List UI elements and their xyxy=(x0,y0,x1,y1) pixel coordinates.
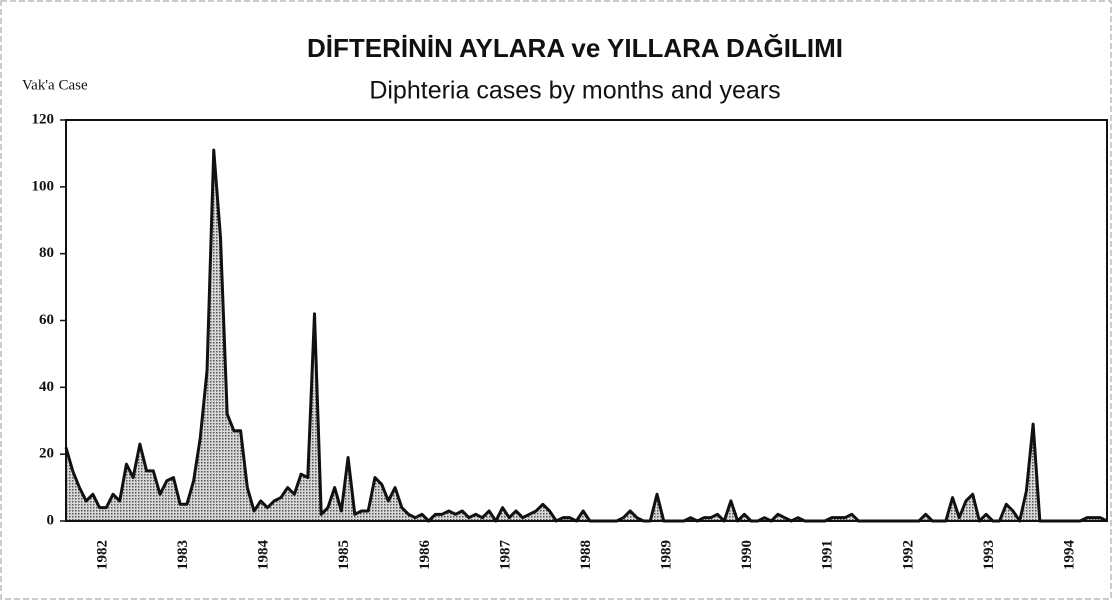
x-tick-label: 1985 xyxy=(336,540,352,570)
y-tick-label: 80 xyxy=(39,245,54,261)
y-tick-label: 120 xyxy=(32,111,55,127)
x-tick-label: 1987 xyxy=(497,540,513,571)
x-tick-label: 1982 xyxy=(94,540,110,570)
y-tick-label: 60 xyxy=(39,312,54,328)
y-tick-label: 100 xyxy=(32,178,55,194)
y-tick-label: 20 xyxy=(39,446,54,462)
x-tick-label: 1994 xyxy=(1061,540,1077,571)
chart-title: DİFTERİNİN AYLARA ve YILLARA DAĞILIMI xyxy=(307,33,843,63)
plot-border xyxy=(65,119,1108,522)
area xyxy=(66,150,1107,521)
x-tick-label: 1991 xyxy=(820,540,836,570)
chart-subtitle: Diphteria cases by months and years xyxy=(369,77,780,105)
y-tick-label: 40 xyxy=(39,379,54,395)
x-tick-label: 1992 xyxy=(900,540,916,570)
y-tick-label: 0 xyxy=(47,512,55,528)
y-axis-label: Vak'a Case xyxy=(22,77,88,93)
x-tick-label: 1983 xyxy=(175,540,191,570)
x-tick-label: 1990 xyxy=(739,540,755,570)
x-tick-label: 1984 xyxy=(256,540,272,571)
x-tick-label: 1989 xyxy=(659,540,675,570)
x-tick-label: 1986 xyxy=(417,540,433,571)
x-tick-label: 1993 xyxy=(981,540,997,570)
x-tick-label: 1988 xyxy=(578,540,594,570)
